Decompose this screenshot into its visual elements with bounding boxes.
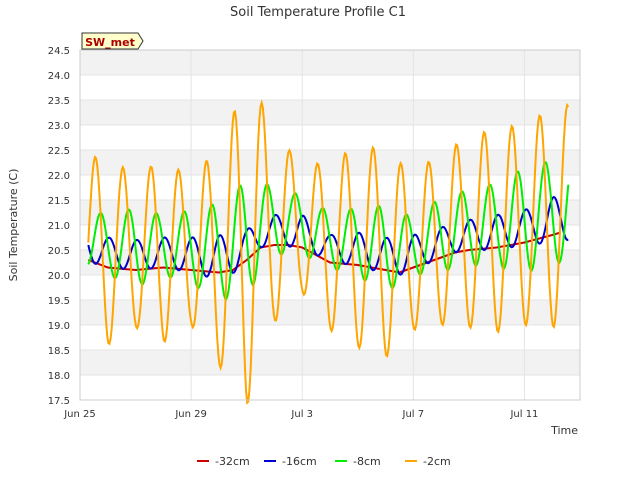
y-tick-label: 18.5 [48, 346, 70, 357]
y-tick-label: 23.5 [48, 96, 70, 107]
chart-title: Soil Temperature Profile C1 [230, 5, 406, 20]
grid-band [80, 50, 580, 75]
y-tick-label: 23.0 [48, 121, 70, 132]
grid-band [80, 125, 580, 150]
grid-band [80, 350, 580, 375]
y-tick-label: 22.0 [48, 171, 70, 182]
x-tick-label: Jun 29 [174, 409, 207, 420]
grid-band [80, 100, 580, 125]
legend-label: -16cm [282, 455, 317, 468]
series-line-minus-2cm [87, 99, 570, 406]
x-tick-label: Jun 25 [63, 409, 96, 420]
grid-band [80, 175, 580, 200]
series-line-minus-32cm [87, 231, 561, 274]
x-axis: Jun 25 Jun 29 Jul 3 Jul 7 Jul 11 [63, 50, 538, 420]
badge-label: SW_met [85, 36, 135, 49]
y-tick-label: 21.5 [48, 196, 70, 207]
y-tick-label: 22.5 [48, 146, 70, 157]
y-tick-label: 24.5 [48, 46, 70, 57]
y-tick-label: 17.5 [48, 396, 70, 407]
legend-label: -8cm [353, 455, 381, 468]
grid-band [80, 375, 580, 400]
y-tick-label: 20.0 [48, 271, 70, 282]
grid-band [80, 275, 580, 300]
x-axis-label: Time [550, 424, 578, 437]
y-tick-label: 19.0 [48, 321, 70, 332]
y-tick-label: 18.0 [48, 371, 70, 382]
grid-band [80, 150, 580, 175]
legend: -32cm -16cm -8cm -2cm [197, 455, 451, 468]
plot-frame [79, 49, 581, 401]
x-tick-label: Jul 7 [402, 409, 425, 420]
grid-band [80, 75, 580, 100]
x-tick-label: Jul 3 [290, 409, 313, 420]
y-tick-label: 19.5 [48, 296, 70, 307]
legend-label: -32cm [215, 455, 250, 468]
y-tick-label: 20.5 [48, 246, 70, 257]
x-tick-label: Jul 11 [509, 409, 538, 420]
series-line-minus-16cm [87, 195, 569, 278]
y-tick-label: 24.0 [48, 71, 70, 82]
series-lines [87, 99, 570, 406]
legend-label: -2cm [423, 455, 451, 468]
badge: SW_met [81, 32, 144, 50]
y-axis-label: Soil Temperature (C) [7, 169, 20, 282]
y-tick-label: 21.0 [48, 221, 70, 232]
plot-bands [80, 50, 580, 400]
